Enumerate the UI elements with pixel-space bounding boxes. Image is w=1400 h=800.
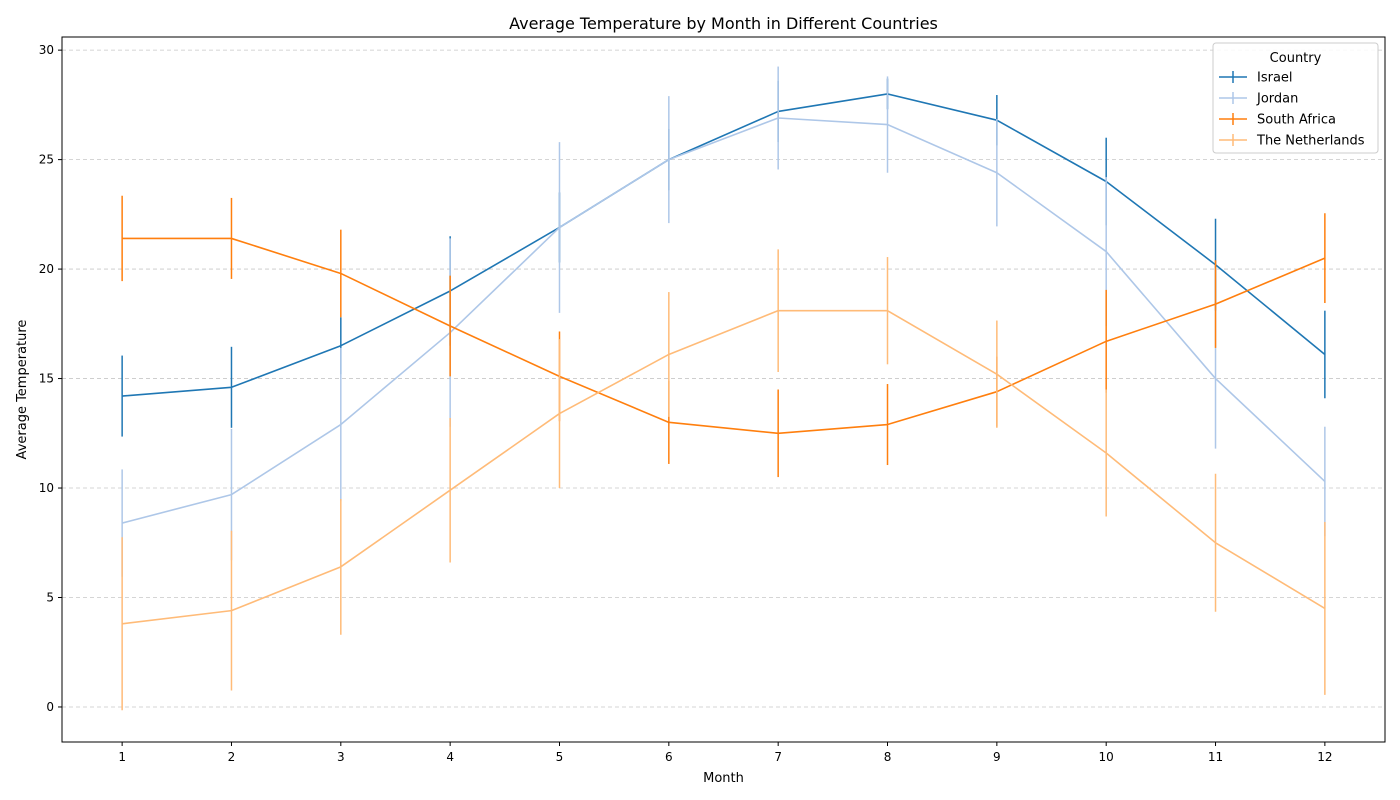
- x-axis-label: Month: [703, 771, 744, 786]
- legend-label: Israel: [1257, 71, 1293, 86]
- legend-label: South Africa: [1257, 113, 1336, 128]
- x-tick-label: 11: [1208, 750, 1223, 764]
- legend-item-the-netherlands: The Netherlands: [1219, 134, 1365, 149]
- plot-frame: [61, 36, 1386, 743]
- legend: Country Israel Jordan South Africa The Neth…: [1212, 42, 1379, 154]
- legend-title: Country: [1270, 51, 1322, 66]
- y-tick-label: 0: [46, 700, 54, 714]
- legend-item-south-africa: South Africa: [1219, 113, 1336, 128]
- x-tick-label: 9: [993, 750, 1001, 764]
- x-tick-label: 10: [1099, 750, 1114, 764]
- y-axis-label: Average Temperature: [15, 320, 30, 460]
- series-line-the-netherlands: [122, 309, 1326, 625]
- series-line-israel: [122, 93, 1326, 397]
- grid-lines: [62, 49, 1385, 708]
- x-tick-label: 8: [884, 750, 892, 764]
- legend-label: The Netherlands: [1256, 134, 1365, 149]
- legend-box: [1212, 42, 1379, 154]
- x-tick-label: 7: [774, 750, 782, 764]
- legend-items: Israel Jordan South Africa The Netherlands: [1219, 71, 1365, 149]
- x-tick-label: 2: [228, 750, 236, 764]
- y-tick-label: 30: [39, 43, 54, 57]
- x-tick-label: 3: [337, 750, 345, 764]
- legend-label: Jordan: [1256, 92, 1298, 107]
- y-tick-label: 10: [39, 481, 54, 495]
- legend-item-jordan: Jordan: [1219, 92, 1298, 107]
- series-line-south-africa: [122, 237, 1326, 435]
- y-tick-label: 25: [39, 153, 54, 167]
- y-tick-label: 15: [39, 372, 54, 386]
- y-tick-label: 20: [39, 262, 54, 276]
- x-tick-label: 1: [118, 750, 126, 764]
- chart-title: Average Temperature by Month in Differen…: [509, 14, 938, 33]
- x-tick-label: 12: [1317, 750, 1332, 764]
- x-tick-label: 6: [665, 750, 673, 764]
- series-line-jordan: [121, 117, 1326, 524]
- data-series: [121, 66, 1326, 711]
- x-tick-label: 5: [556, 750, 564, 764]
- y-tick-label: 5: [46, 590, 54, 604]
- legend-item-israel: Israel: [1219, 71, 1293, 86]
- x-tick-label: 4: [446, 750, 454, 764]
- series-jordan: [121, 66, 1326, 577]
- series-the-netherlands: [121, 249, 1326, 711]
